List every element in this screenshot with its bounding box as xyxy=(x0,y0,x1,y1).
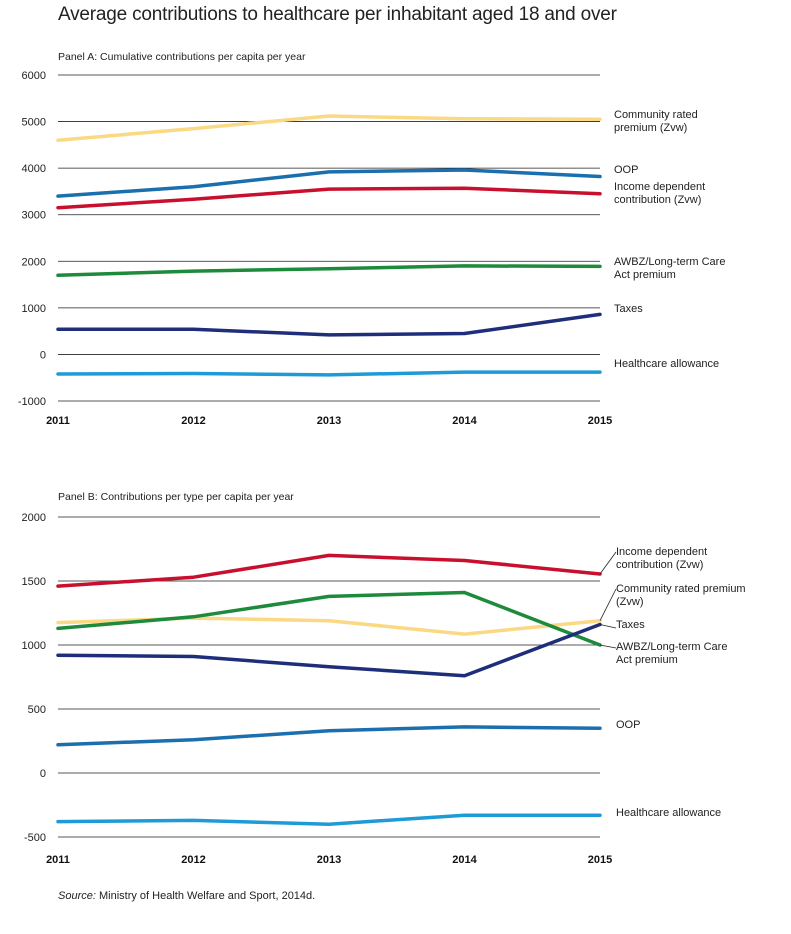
x-tick-label: 2014 xyxy=(452,415,477,427)
page-title: Average contributions to healthcare per … xyxy=(58,4,617,25)
source-note: Source: Ministry of Health Welfare and S… xyxy=(58,890,315,902)
series-line-taxes xyxy=(56,622,602,678)
y-tick-label: 3000 xyxy=(22,210,46,222)
series-label-oop: OOP xyxy=(614,164,638,176)
series-label-community-rated-premium-zvw: Community rated premium (Zvw) xyxy=(614,109,698,134)
y-tick-label: 0 xyxy=(40,768,46,780)
x-tick-label: 2013 xyxy=(317,854,341,866)
x-tick-label: 2014 xyxy=(452,854,477,866)
x-tick-label: 2015 xyxy=(588,854,612,866)
series-line-healthcare-allowance xyxy=(56,813,602,826)
series-line-oop xyxy=(56,725,602,747)
series-line-awbz-long-term-care-act-premium xyxy=(56,590,602,647)
source-text: Ministry of Health Welfare and Sport, 20… xyxy=(95,890,316,902)
panel-title: Panel A: Cumulative contributions per ca… xyxy=(58,51,306,63)
x-tick-label: 2013 xyxy=(317,415,341,427)
leader-line xyxy=(599,624,617,629)
series-label-healthcare-allowance: Healthcare allowance xyxy=(616,807,721,819)
x-tick-label: 2012 xyxy=(181,854,205,866)
leader-line xyxy=(599,644,617,649)
series-line-income-dependent-contribution-zvw xyxy=(56,186,602,210)
series-label-awbz-long-term-care-act-premium: AWBZ/Long-term Care Act premium xyxy=(616,641,727,666)
y-tick-label: -1000 xyxy=(18,396,46,408)
x-tick-label: 2011 xyxy=(46,415,70,427)
series-line-taxes xyxy=(56,312,602,337)
series-label-awbz-long-term-care-act-premium: AWBZ/Long-term Care Act premium xyxy=(614,256,725,281)
x-tick-label: 2012 xyxy=(181,415,205,427)
series-line-awbz-long-term-care-act-premium xyxy=(56,264,602,278)
y-tick-label: 4000 xyxy=(22,163,46,175)
y-tick-label: 1000 xyxy=(22,303,46,315)
leader-line xyxy=(599,551,617,575)
y-tick-label: -500 xyxy=(24,832,46,844)
series-label-taxes: Taxes xyxy=(614,303,643,315)
series-label-healthcare-allowance: Healthcare allowance xyxy=(614,358,719,370)
chart-panel-a: Panel A: Cumulative contributions per ca… xyxy=(18,51,726,427)
series-line-income-dependent-contribution-zvw xyxy=(56,553,602,588)
y-tick-label: 2000 xyxy=(22,512,46,524)
series-line-community-rated-premium-zvw xyxy=(56,114,602,142)
y-tick-label: 1000 xyxy=(22,640,46,652)
series-label-community-rated-premium-zvw: Community rated premium (Zvw) xyxy=(616,583,746,608)
chart-panel-b: Panel B: Contributions per type per capi… xyxy=(22,491,746,866)
x-tick-label: 2011 xyxy=(46,854,70,866)
y-tick-label: 5000 xyxy=(22,117,46,129)
series-line-healthcare-allowance xyxy=(56,370,602,377)
y-tick-label: 2000 xyxy=(22,256,46,268)
series-label-oop: OOP xyxy=(616,719,640,731)
series-label-taxes: Taxes xyxy=(616,619,645,631)
source-label: Source: xyxy=(58,890,96,902)
y-tick-label: 6000 xyxy=(22,70,46,82)
x-tick-label: 2015 xyxy=(588,415,612,427)
panel-title: Panel B: Contributions per type per capi… xyxy=(58,491,294,503)
series-line-oop xyxy=(56,168,602,198)
y-tick-label: 0 xyxy=(40,349,46,361)
leader-line xyxy=(599,588,617,621)
y-tick-label: 500 xyxy=(28,704,46,716)
series-label-income-dependent-contribution-zvw: Income dependent contribution (Zvw) xyxy=(616,546,707,571)
y-tick-label: 1500 xyxy=(22,576,46,588)
series-label-income-dependent-contribution-zvw: Income dependent contribution (Zvw) xyxy=(614,181,705,206)
